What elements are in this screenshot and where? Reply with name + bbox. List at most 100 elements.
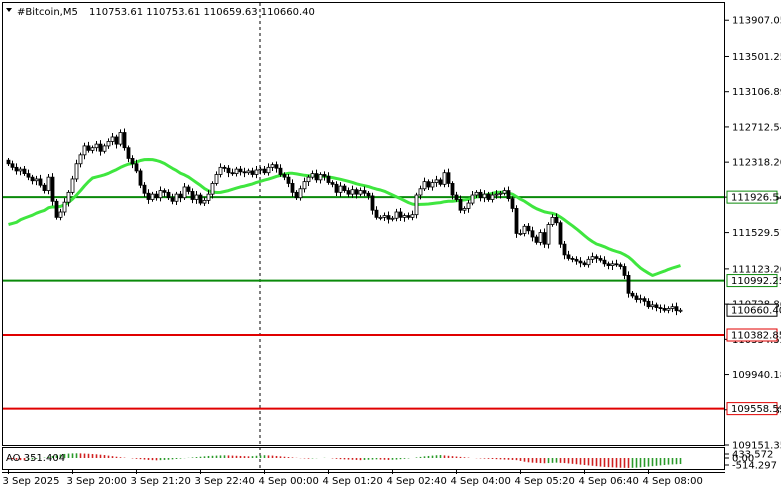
candle: [418, 188, 423, 196]
candle: [306, 176, 311, 183]
candle: [178, 193, 183, 199]
candle: [186, 186, 191, 192]
price-tag: [726, 328, 778, 342]
candle: [370, 195, 375, 211]
candle: [302, 181, 307, 190]
candle: [10, 163, 15, 168]
ao-label: AO 351.404: [6, 453, 65, 464]
collapse-triangle-icon[interactable]: [6, 8, 12, 12]
candle: [378, 216, 383, 219]
candle: [166, 191, 171, 199]
price-tag-label: 109558.59: [731, 404, 781, 415]
candle: [110, 136, 115, 142]
candle: [62, 201, 67, 213]
candle: [574, 258, 579, 262]
candle: [282, 174, 287, 178]
candle: [498, 192, 503, 195]
candle: [526, 225, 531, 232]
candle: [434, 179, 439, 183]
candle: [118, 132, 123, 145]
candle: [206, 193, 211, 201]
candle: [310, 173, 315, 178]
candle: [462, 208, 467, 211]
candle: [82, 145, 87, 156]
candle: [22, 168, 27, 174]
candle: [314, 173, 319, 181]
candle: [58, 211, 63, 218]
candle: [162, 190, 167, 193]
candle: [510, 198, 515, 209]
candle: [346, 190, 351, 195]
y-tick-label: 112318.20: [732, 158, 781, 169]
candle: [46, 176, 51, 191]
candle: [126, 147, 131, 159]
candle: [222, 166, 227, 169]
candle: [366, 192, 371, 197]
y-tick-label: 111529.51: [732, 228, 781, 239]
candle: [638, 298, 643, 301]
candle: [614, 263, 619, 266]
y-tick-label: 109940.18: [732, 370, 781, 381]
price-tag: [726, 303, 778, 317]
candle: [98, 143, 103, 152]
candle: [550, 216, 555, 225]
candle: [154, 193, 159, 199]
candle: [318, 174, 323, 181]
candle: [198, 194, 203, 204]
candle: [350, 189, 355, 195]
candle: [78, 154, 83, 165]
candle: [538, 232, 543, 243]
x-tick-label: 4 Sep 01:20: [323, 476, 383, 487]
price-tag: [726, 274, 778, 288]
candle: [542, 232, 547, 245]
candle: [506, 190, 511, 200]
y-tick-label: 109151.35: [732, 441, 781, 452]
candle: [230, 172, 235, 175]
candle: [70, 178, 75, 193]
candle: [558, 222, 563, 245]
candle: [442, 172, 447, 185]
candle: [246, 170, 251, 174]
candle: [334, 183, 339, 193]
candle: [342, 185, 347, 191]
candle: [94, 143, 99, 149]
x-tick-label: 3 Sep 20:00: [67, 476, 127, 487]
candle: [130, 158, 135, 165]
candle: [362, 190, 367, 194]
candle: [274, 164, 279, 169]
candle: [374, 209, 379, 218]
candle: [294, 191, 299, 199]
candle: [406, 215, 411, 218]
candle: [618, 264, 623, 267]
candle: [642, 298, 647, 302]
candle: [150, 193, 155, 200]
candle: [290, 183, 295, 193]
candle: [174, 193, 179, 202]
candle: [250, 170, 255, 175]
candle: [622, 266, 627, 276]
price-panel[interactable]: [2, 2, 725, 446]
candle: [578, 260, 583, 264]
candle: [234, 168, 239, 174]
x-tick-label: 4 Sep 06:40: [579, 476, 639, 487]
candle: [454, 194, 459, 200]
ao-y-tick-label: 433.572: [732, 450, 773, 461]
moving-average-line: [8, 158, 681, 277]
candle: [358, 190, 363, 195]
candle: [466, 202, 471, 209]
y-tick-label: 113907.05: [732, 16, 781, 27]
candle: [414, 194, 419, 216]
candle: [322, 174, 327, 177]
candle: [146, 192, 151, 200]
candle: [382, 215, 387, 218]
candle: [386, 215, 391, 220]
x-tick-label: 4 Sep 05:20: [515, 476, 575, 487]
candle: [586, 258, 591, 266]
candle: [90, 147, 95, 151]
candle: [134, 163, 139, 172]
candle: [394, 211, 399, 219]
candle: [634, 295, 639, 300]
candle: [26, 173, 31, 178]
candle: [546, 224, 551, 245]
